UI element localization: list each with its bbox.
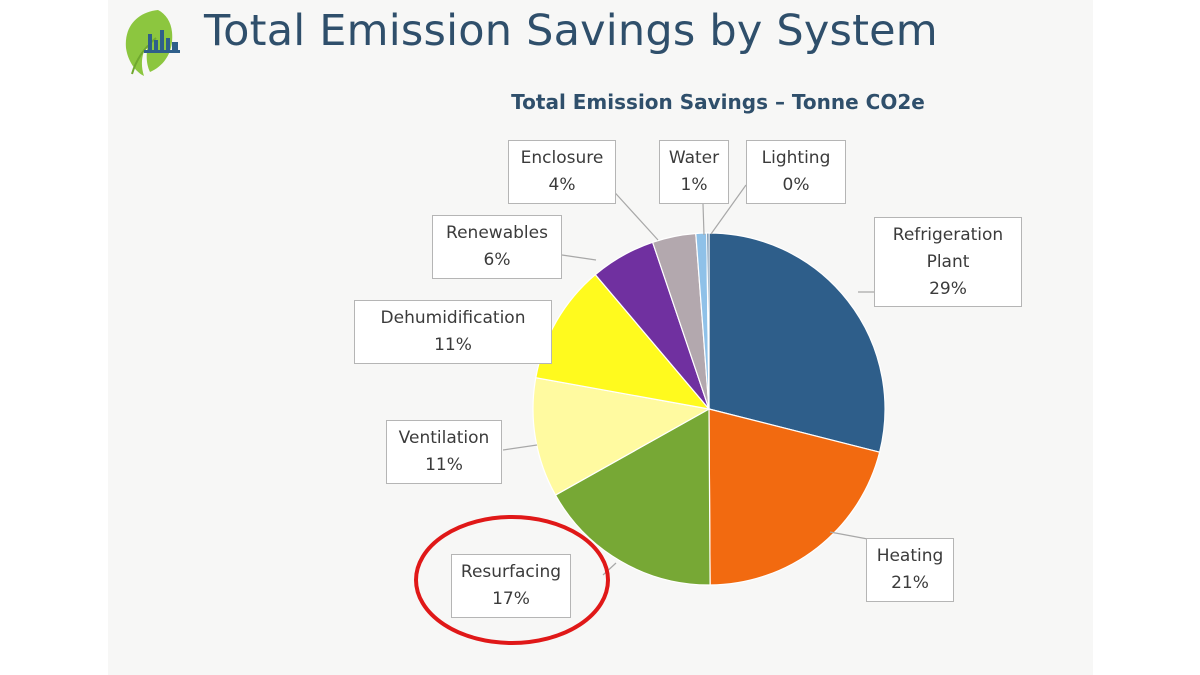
pie-slice-refrigeration-plant: [708, 232, 886, 453]
leader-lines: [502, 184, 898, 576]
data-label-dehumidification: Dehumidification 11%: [354, 300, 552, 364]
leader-line-ventilation: [502, 444, 538, 451]
pie-slice-dehumidification: [535, 273, 711, 410]
data-label-percent: 4%: [548, 175, 576, 195]
data-label-name: Plant: [926, 251, 970, 272]
leader-line-resurfacing: [602, 562, 617, 576]
pie-slice-heating: [708, 408, 881, 586]
data-label-percent: 1%: [680, 175, 708, 195]
data-label-percent: 0%: [782, 175, 810, 195]
data-label-heating: Heating 21%: [866, 538, 954, 602]
data-label-refrigeration-plant: Refrigeration Plant 29%: [874, 217, 1022, 307]
leaf-city-logo-icon: [125, 10, 180, 76]
data-label-renewables: Renewables 6%: [432, 215, 562, 279]
leader-line-water: [702, 203, 705, 236]
page-title: Total Emission Savings by System: [204, 6, 938, 56]
data-label-water: Water 1%: [659, 140, 729, 204]
highlight-circle: [414, 515, 610, 645]
data-label-enclosure: Enclosure 4%: [508, 140, 616, 204]
data-label-name: Renewables: [446, 223, 548, 243]
chart-title: Total Emission Savings – Tonne CO2e: [511, 90, 925, 114]
data-label-percent: 29%: [929, 278, 967, 299]
data-label-lighting: Lighting 0%: [746, 140, 846, 204]
pie-slices: [532, 232, 886, 586]
pie-slice-ventilation: [532, 377, 711, 496]
leader-line-enclosure: [607, 184, 659, 241]
data-label-percent: 6%: [483, 250, 511, 270]
data-label-percent: 21%: [891, 573, 929, 593]
leader-line-lighting: [710, 184, 747, 235]
leader-line-heating: [829, 531, 874, 541]
data-label-name: Ventilation: [398, 428, 490, 448]
data-label-name: Dehumidification: [380, 308, 526, 328]
data-label-name: Water: [668, 148, 720, 168]
pie-slice-lighting: [706, 232, 710, 410]
data-label-percent: 17%: [492, 589, 530, 609]
slide: Total Emission Savings by System Total E…: [108, 0, 1093, 675]
leader-line-renewables: [561, 254, 597, 261]
data-label-name: Resurfacing: [460, 562, 562, 582]
data-label-percent: 11%: [425, 455, 463, 475]
data-label-name: Heating: [876, 546, 944, 566]
data-label-name: Lighting: [761, 148, 831, 168]
data-label-name: Refrigeration: [892, 224, 1004, 245]
pie-chart: [414, 184, 898, 645]
data-label-ventilation: Ventilation 11%: [386, 420, 502, 484]
pie-slice-resurfacing: [554, 407, 711, 586]
data-label-name: Enclosure: [520, 148, 604, 168]
data-label-percent: 11%: [434, 335, 472, 355]
data-label-resurfacing: Resurfacing 17%: [451, 554, 571, 618]
